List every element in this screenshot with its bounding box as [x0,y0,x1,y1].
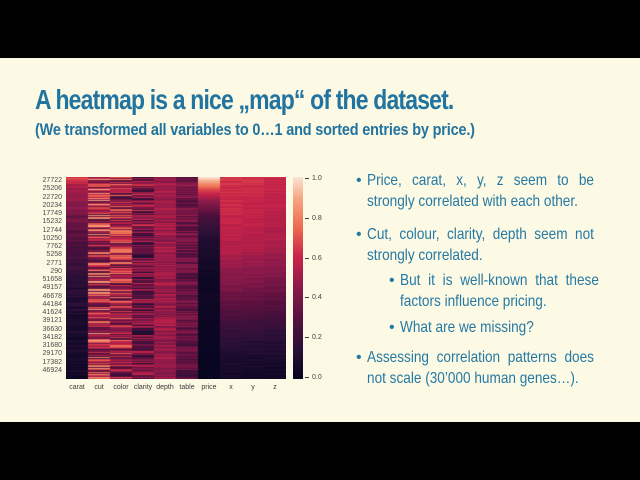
x-tick-label: table [179,384,195,391]
x-tick-label: depth [156,384,174,391]
slide-title: A heatmap is a nice „map“ of the dataset… [35,84,454,115]
row-tick-label: 51658 [42,276,62,283]
tick-label: 0.2 [312,334,322,342]
colorbar-tick: 0.6 [305,255,322,262]
bullet-marker: • [389,319,395,336]
row-tick-label: 15232 [42,218,62,226]
row-tick-label: 5258 [46,251,62,259]
tick-label: 0.4 [312,294,322,302]
tick-label: 1.0 [312,175,322,182]
x-tick-label: cut [94,384,104,391]
row-tick-label: 31680 [42,342,62,349]
x-tick-label: carat [69,384,85,391]
tick-label: 0.6 [312,254,322,262]
colorbar-tick: 0.8 [305,215,322,222]
bottom-letterbox [0,422,640,480]
bullet-marker: • [356,349,362,366]
top-letterbox [0,0,640,58]
tick-mark [305,257,309,259]
row-tick-label: 290 [50,267,62,275]
row-tick-label: 44184 [42,300,62,308]
tick-label: 0.8 [312,214,322,222]
bullet-text: But it is well-known that these factors … [400,272,599,310]
bullet-item: • Price, carat, x, y, z seem to be stron… [356,170,634,212]
tick-mark [305,178,309,179]
row-tick-label: 46924 [42,366,62,374]
tick-label: 0.0 [312,373,322,381]
bullet-item: • Assessing correlation patterns does no… [356,347,634,389]
bullet-text: What are we missing? [400,319,534,336]
bullet-item-sub: • What are we missing? [356,317,634,338]
tick-mark [305,337,309,339]
row-tick-label: 22720 [42,193,62,201]
x-tick-label: color [113,384,129,391]
row-tick-label: 39121 [42,317,62,325]
row-tick-label: 12744 [42,226,62,234]
heatmap-x-labels: carat cut color clarity depth table price x y z [66,384,286,391]
tick-mark [305,297,309,299]
row-tick-label: 17749 [42,210,62,217]
row-tick-label: 36630 [42,325,62,333]
row-tick-label: 2771 [46,259,62,267]
row-tick-label: 41624 [42,309,62,316]
x-tick-label: price [201,384,217,391]
colorbar-canvas [293,177,303,379]
colorbar-tick: 0.4 [305,294,322,301]
row-tick-label: 49157 [42,284,62,292]
bullet-marker: • [356,172,362,189]
colorbar-tick: 1.0 [305,175,322,182]
x-tick-label: z [273,384,277,391]
heatmap-canvas [66,177,286,379]
bullet-item-sub: • But it is well-known that these factor… [356,270,634,312]
presentation-slide: A heatmap is a nice „map“ of the dataset… [0,58,640,422]
row-tick-label: 20234 [42,201,62,209]
row-tick-label: 10250 [42,234,62,242]
row-tick-label: 7762 [46,243,62,250]
bullet-text: Assessing correlation patterns does not … [367,349,594,387]
colorbar-ticks: 1.0 0.8 0.6 0.4 0.2 0.0 [305,175,322,381]
row-tick-label: 34182 [42,333,62,341]
row-tick-label: 46678 [42,292,62,300]
x-tick-label: y [251,384,255,391]
bullet-marker: • [356,226,362,243]
row-tick-label: 29170 [42,350,62,358]
bullet-text: Price, carat, x, y, z seem to be strongl… [367,172,594,210]
row-tick-label: 27722 [42,177,62,184]
x-tick-label: x [229,384,233,391]
bullet-item: • Cut, colour, clarity, depth seem not s… [356,224,634,266]
bullet-marker: • [389,272,395,289]
tick-mark [305,217,309,219]
heatmap-row-labels: 27722 25206 22720 20234 17749 15232 12744 10250… [18,177,62,375]
slide-subtitle: (We transformed all variables to 0…1 and… [35,120,475,139]
colorbar-tick: 0.0 [305,374,322,381]
x-tick-label: clarity [133,384,153,391]
colorbar-tick: 0.2 [305,334,322,341]
row-tick-label: 17382 [42,358,62,366]
bullet-list: • Price, carat, x, y, z seem to be stron… [356,170,634,389]
row-tick-label: 25206 [42,185,62,193]
tick-mark [305,376,309,378]
bullet-text: Cut, colour, clarity, depth seem not str… [367,226,594,264]
